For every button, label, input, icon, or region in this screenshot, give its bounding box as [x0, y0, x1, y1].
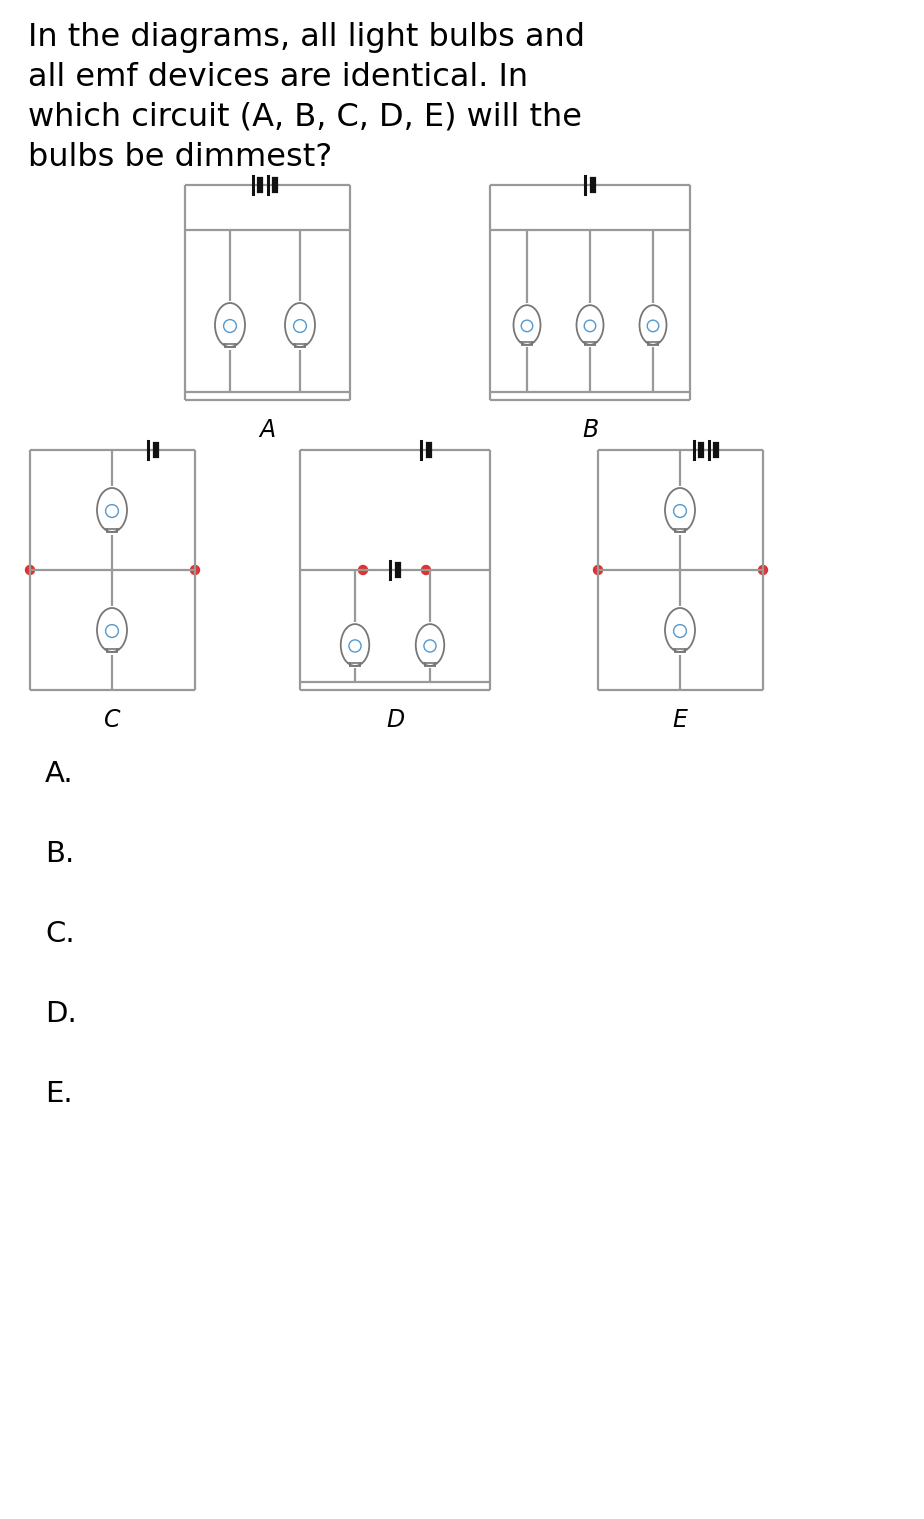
Text: which circuit (A, B, C, D, E) will the: which circuit (A, B, C, D, E) will the: [28, 102, 582, 134]
Text: E.: E.: [45, 1080, 73, 1107]
Text: A: A: [259, 418, 275, 442]
Circle shape: [359, 565, 368, 574]
Text: all emf devices are identical. In: all emf devices are identical. In: [28, 62, 529, 93]
Text: D: D: [386, 708, 404, 732]
Text: bulbs be dimmest?: bulbs be dimmest?: [28, 141, 333, 173]
Circle shape: [759, 565, 768, 574]
Circle shape: [593, 565, 602, 574]
Text: C.: C.: [45, 921, 75, 948]
Text: B: B: [582, 418, 598, 442]
Circle shape: [190, 565, 200, 574]
Text: A.: A.: [45, 760, 74, 788]
Text: C: C: [103, 708, 120, 732]
Circle shape: [26, 565, 34, 574]
Circle shape: [421, 565, 431, 574]
Text: B.: B.: [45, 840, 74, 867]
Text: E: E: [673, 708, 687, 732]
Text: D.: D.: [45, 1000, 77, 1028]
Text: In the diagrams, all light bulbs and: In the diagrams, all light bulbs and: [28, 21, 585, 53]
